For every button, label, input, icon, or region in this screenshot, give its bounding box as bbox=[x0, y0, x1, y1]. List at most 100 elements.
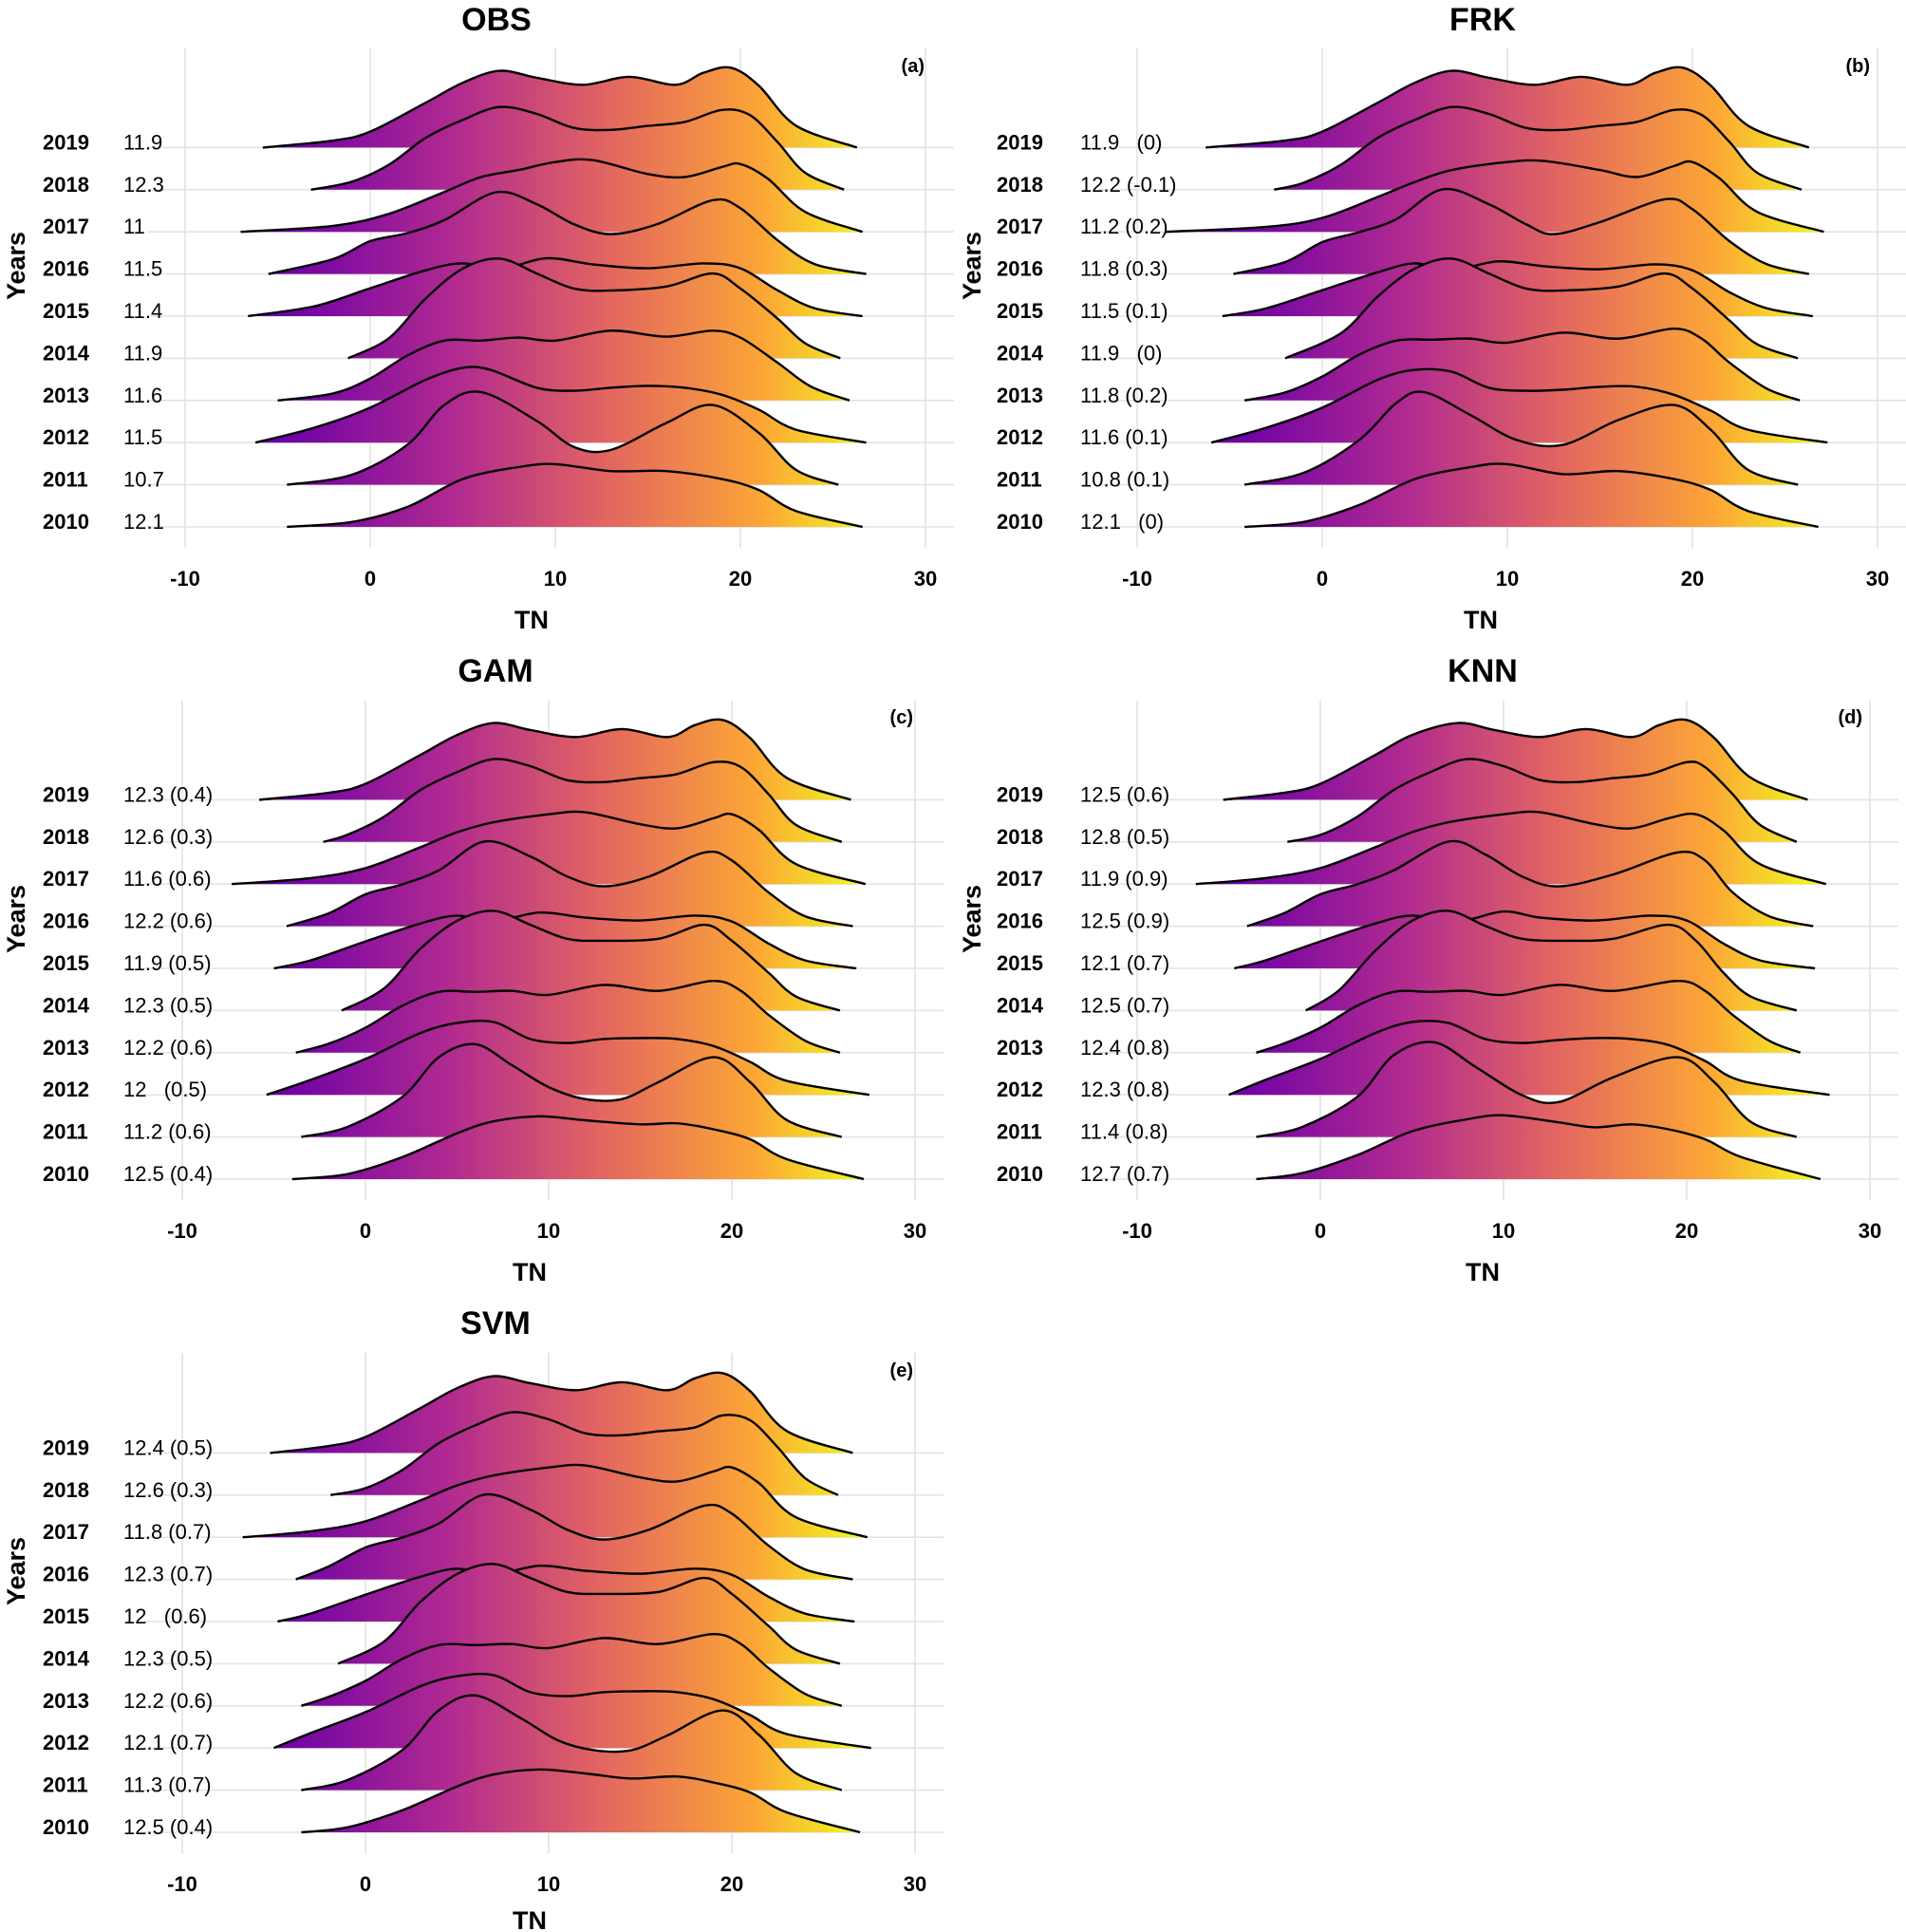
ridge-line-2011 bbox=[1256, 1041, 1798, 1138]
year-label: 2013 bbox=[997, 1036, 1043, 1060]
ridge-line-2015 bbox=[248, 256, 863, 318]
x-tick-label: 30 bbox=[904, 1219, 926, 1243]
mean-bias-label: 11.9 (0) bbox=[1080, 341, 1162, 365]
mean-bias-label: 11.5 bbox=[123, 257, 162, 281]
x-tick-label: 20 bbox=[720, 1219, 743, 1243]
mean-bias-label: 12 (0.6) bbox=[123, 1604, 207, 1628]
ridge-fill-2016 bbox=[1233, 189, 1809, 274]
year-label: 2019 bbox=[43, 782, 89, 806]
panel-frk: 2010 12.1 (0)2011 10.8 (0.1)2012 11.6 (0.1)… bbox=[958, 2, 1906, 634]
ridge-fill-2010 bbox=[1256, 1115, 1821, 1179]
year-label: 2017 bbox=[997, 867, 1043, 891]
x-tick-label: 10 bbox=[537, 1872, 560, 1896]
mean-bias-label: 12.2 (0.6) bbox=[123, 1036, 213, 1060]
x-tick-label: 30 bbox=[914, 567, 937, 591]
panel-svm: 2010 12.5 (0.4)2011 11.3 (0.7)2012 12.1 (0.… bbox=[2, 1305, 944, 1932]
panel-tag: (b) bbox=[1845, 56, 1870, 77]
ridge-line-2014 bbox=[1304, 910, 1798, 1012]
ridge-line-2013 bbox=[277, 329, 850, 402]
year-label: 2015 bbox=[43, 951, 89, 975]
y-axis-title: Years bbox=[958, 232, 986, 300]
ridge-line-2013 bbox=[295, 979, 841, 1054]
mean-bias-label: 11.9 bbox=[123, 130, 162, 154]
year-label: 2011 bbox=[43, 1120, 88, 1144]
ridge-fill-2018 bbox=[310, 106, 845, 190]
panel-title: SVM bbox=[460, 1305, 531, 1341]
ridge-line-2014 bbox=[337, 1563, 841, 1665]
ridge-fill-2011 bbox=[301, 1695, 842, 1791]
mean-bias-label: 11.6 bbox=[123, 384, 162, 407]
x-tick-label: 30 bbox=[1859, 1219, 1881, 1243]
ridge-line-2018 bbox=[1287, 758, 1798, 843]
x-tick-label: -10 bbox=[1122, 1219, 1152, 1243]
x-axis-title: TN bbox=[513, 1906, 547, 1932]
mean-bias-label: 11.4 bbox=[123, 299, 162, 323]
ridge-line-2010 bbox=[1243, 462, 1819, 529]
ridge-line-2018 bbox=[330, 1411, 839, 1496]
ridge-line-2011 bbox=[301, 1694, 843, 1791]
mean-bias-label: 12.3 (0.5) bbox=[123, 1646, 213, 1670]
ridge-line-2017 bbox=[1165, 159, 1824, 234]
ridge-line-2012 bbox=[266, 1019, 869, 1097]
year-label: 2010 bbox=[997, 510, 1043, 534]
mean-bias-label: 11.5 (0.1) bbox=[1080, 299, 1168, 323]
ridge-line-2017 bbox=[240, 158, 864, 234]
x-tick-label: 20 bbox=[1675, 1219, 1698, 1243]
year-label: 2011 bbox=[43, 468, 88, 492]
ridge-line-2014 bbox=[1284, 257, 1799, 360]
mean-bias-label: 12.2 (0.6) bbox=[123, 1689, 213, 1713]
x-tick-label: 10 bbox=[544, 567, 567, 591]
ridge-line-2015 bbox=[273, 910, 857, 970]
panel-tag: (a) bbox=[902, 56, 925, 77]
ridge-line-2010 bbox=[1256, 1114, 1822, 1181]
year-label: 2010 bbox=[43, 1815, 89, 1839]
x-tick-label: 20 bbox=[1681, 567, 1704, 591]
ridge-line-2016 bbox=[295, 1492, 853, 1581]
y-axis-title: Years bbox=[2, 885, 30, 953]
year-label: 2017 bbox=[43, 215, 89, 238]
ridge-line-2013 bbox=[301, 1632, 843, 1707]
year-label: 2015 bbox=[997, 951, 1043, 975]
ridge-fill-2016 bbox=[295, 1493, 853, 1580]
year-label: 2014 bbox=[997, 341, 1044, 365]
ridge-line-2015 bbox=[1234, 910, 1816, 970]
year-label: 2017 bbox=[43, 867, 89, 891]
year-label: 2013 bbox=[43, 1689, 89, 1713]
mean-bias-label: 11.9 (0.9) bbox=[1080, 867, 1168, 891]
mean-bias-label: 12.4 (0.5) bbox=[123, 1435, 213, 1459]
year-label: 2014 bbox=[43, 1646, 90, 1670]
x-tick-label: 0 bbox=[360, 1872, 371, 1896]
x-tick-label: -10 bbox=[1122, 567, 1152, 591]
mean-bias-label: 12.1 bbox=[123, 510, 164, 534]
ridge-line-2017 bbox=[232, 810, 867, 886]
ridge-line-2018 bbox=[323, 758, 843, 843]
mean-bias-label: 11.3 (0.7) bbox=[123, 1773, 212, 1797]
x-tick-label: 0 bbox=[1317, 567, 1328, 591]
ridge-fill-2010 bbox=[301, 1769, 861, 1832]
ridge-line-2014 bbox=[341, 910, 841, 1012]
panel-title: OBS bbox=[461, 2, 532, 38]
mean-bias-label: 12.3 (0.5) bbox=[123, 993, 213, 1017]
ridge-fill-2010 bbox=[287, 463, 863, 527]
mean-bias-label: 12.1 (0) bbox=[1080, 510, 1164, 534]
ridge-line-2019 bbox=[262, 66, 858, 149]
mean-bias-label: 12.5 (0.4) bbox=[123, 1162, 213, 1186]
ridge-line-2019 bbox=[1205, 66, 1810, 149]
mean-bias-label: 10.8 (0.1) bbox=[1080, 468, 1169, 492]
x-tick-label: 0 bbox=[1315, 1219, 1326, 1243]
year-label: 2018 bbox=[43, 173, 89, 197]
ridge-line-2010 bbox=[291, 1115, 865, 1181]
mean-bias-label: 10.7 bbox=[123, 468, 164, 492]
x-tick-label: 0 bbox=[364, 567, 376, 591]
y-axis-title: Years bbox=[2, 232, 30, 300]
year-label: 2014 bbox=[997, 993, 1044, 1017]
ridge-fill-2011 bbox=[287, 391, 839, 485]
ridge-line-2012 bbox=[254, 366, 867, 444]
ridge-line-2015 bbox=[1222, 260, 1814, 318]
year-label: 2012 bbox=[43, 1078, 89, 1101]
ridge-fill-2011 bbox=[301, 1043, 842, 1137]
x-axis-title: TN bbox=[1466, 1258, 1500, 1286]
x-axis-title: TN bbox=[1464, 606, 1498, 634]
